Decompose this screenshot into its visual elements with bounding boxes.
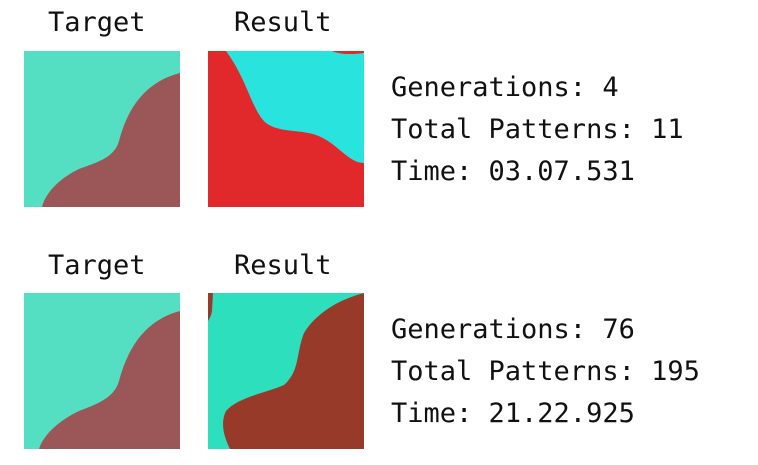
stats-block: Generations: 76 Total Patterns: 195 Time… (391, 309, 700, 435)
generations-text: Generations: 76 (391, 314, 635, 345)
time-text: Time: 21.22.925 (391, 398, 635, 429)
target-label: Target (48, 7, 146, 38)
result-label: Result (234, 250, 332, 281)
target-image (24, 51, 180, 207)
result-label: Result (234, 7, 332, 38)
target-shape (24, 51, 180, 207)
target-image (24, 293, 180, 449)
target-label: Target (48, 250, 146, 281)
total-patterns-text: Total Patterns: 195 (391, 356, 700, 387)
result-image (208, 293, 364, 449)
generations-text: Generations: 4 (391, 72, 619, 103)
result-shape (208, 51, 364, 207)
target-shape (24, 293, 180, 449)
result-shape (208, 293, 364, 449)
stats-block: Generations: 4 Total Patterns: 11 Time: … (391, 67, 684, 193)
total-patterns-text: Total Patterns: 11 (391, 114, 684, 145)
result-image (208, 51, 364, 207)
time-text: Time: 03.07.531 (391, 156, 635, 187)
